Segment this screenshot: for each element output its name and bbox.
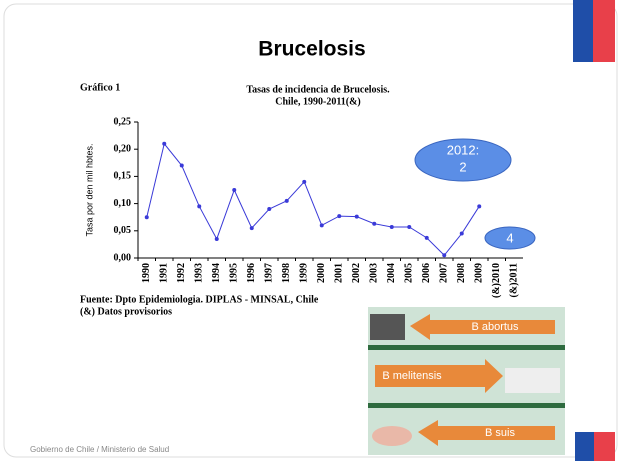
point	[214, 236, 219, 241]
arrow	[375, 359, 503, 393]
x-tick-label: 2000	[316, 263, 327, 283]
line	[146, 142, 480, 257]
y-tick-label: 0,15	[114, 171, 132, 182]
point	[337, 214, 342, 219]
x-tick-label: 2006	[421, 263, 432, 283]
bubble	[484, 226, 536, 250]
point	[162, 141, 167, 146]
x-tick-label: 1995	[229, 263, 240, 283]
point	[144, 215, 149, 220]
bubble-text: 2012:	[447, 142, 480, 157]
chart-title: Tasas de incidencia de Brucelosis.	[246, 84, 390, 95]
source: Fuente: Dpto Epidemiologia. DIPLAS - MIN…	[80, 294, 319, 305]
source: (&) Datos provisorios	[80, 306, 172, 317]
x-tick-label: 2001	[334, 263, 345, 283]
flag-blue	[573, 0, 593, 62]
point	[354, 214, 359, 219]
image-label: B suis	[485, 427, 515, 439]
slide-title: Brucelosis	[258, 38, 365, 61]
point	[267, 207, 272, 212]
flag-red	[594, 432, 615, 461]
footer: Gobierno de Chile / Ministerio de Salud	[30, 445, 169, 454]
x-tick-label: 2008	[456, 263, 467, 283]
flag-blue	[575, 432, 594, 461]
y-tick-label: 0,05	[114, 225, 132, 236]
frame	[3, 3, 618, 458]
point	[249, 226, 254, 231]
point	[372, 221, 377, 226]
photo: B abortus B melitensis B suis	[368, 307, 565, 455]
point	[442, 253, 447, 258]
point	[407, 224, 412, 229]
point	[179, 163, 184, 168]
figure-label: Gráfico 1	[80, 82, 120, 93]
point	[197, 204, 202, 209]
point	[459, 231, 464, 236]
x-tick-label: 1996	[246, 263, 257, 283]
x-tick-label: 2003	[369, 263, 380, 283]
x-tick-label: (&)2011	[509, 263, 520, 297]
x-tick-label: 1998	[281, 263, 292, 283]
x-tick-label: (&)2010	[491, 263, 502, 298]
point	[232, 188, 237, 192]
y-axis-label: Tasa por den mil hbtes.	[84, 143, 94, 236]
arrow	[410, 314, 555, 340]
x-tick-label: 1997	[264, 263, 275, 283]
divider	[368, 403, 565, 408]
sheep-goat	[505, 368, 560, 393]
x-tick-label: 1993	[194, 263, 205, 283]
bubble-text: 4	[506, 230, 513, 245]
x-tick-label: 2004	[386, 263, 397, 283]
pig	[372, 426, 412, 446]
image-label: B melitensis	[382, 370, 442, 382]
image-label: B abortus	[471, 321, 519, 333]
y-tick-label: 0,00	[114, 252, 132, 263]
x-tick-label: 1991	[159, 263, 170, 283]
point	[302, 179, 307, 184]
x-tick-label: 1992	[176, 263, 187, 283]
flag-red	[593, 0, 615, 62]
bubble-text: 2	[459, 159, 466, 174]
x-tick-label: 1999	[299, 263, 310, 283]
point	[389, 224, 394, 229]
cow	[370, 314, 405, 340]
arrow	[418, 420, 555, 446]
divider	[368, 345, 565, 350]
x-tick-label: 2007	[439, 263, 450, 283]
chart-title: Chile, 1990-2011(&)	[275, 96, 361, 107]
point	[424, 235, 429, 240]
x-tick-label: 2009	[474, 263, 485, 283]
point	[284, 198, 289, 203]
x-tick-label: 1994	[211, 263, 222, 283]
y-tick-label: 0,25	[114, 116, 132, 127]
x-tick-label: 2002	[351, 263, 362, 283]
bubble	[414, 138, 512, 182]
point	[477, 204, 482, 209]
point	[319, 223, 324, 228]
y-tick-label: 0,10	[114, 198, 132, 209]
x-tick-label: 1990	[141, 263, 152, 283]
y-tick-label: 0,20	[114, 143, 132, 154]
x-tick-label: 2005	[404, 263, 415, 283]
